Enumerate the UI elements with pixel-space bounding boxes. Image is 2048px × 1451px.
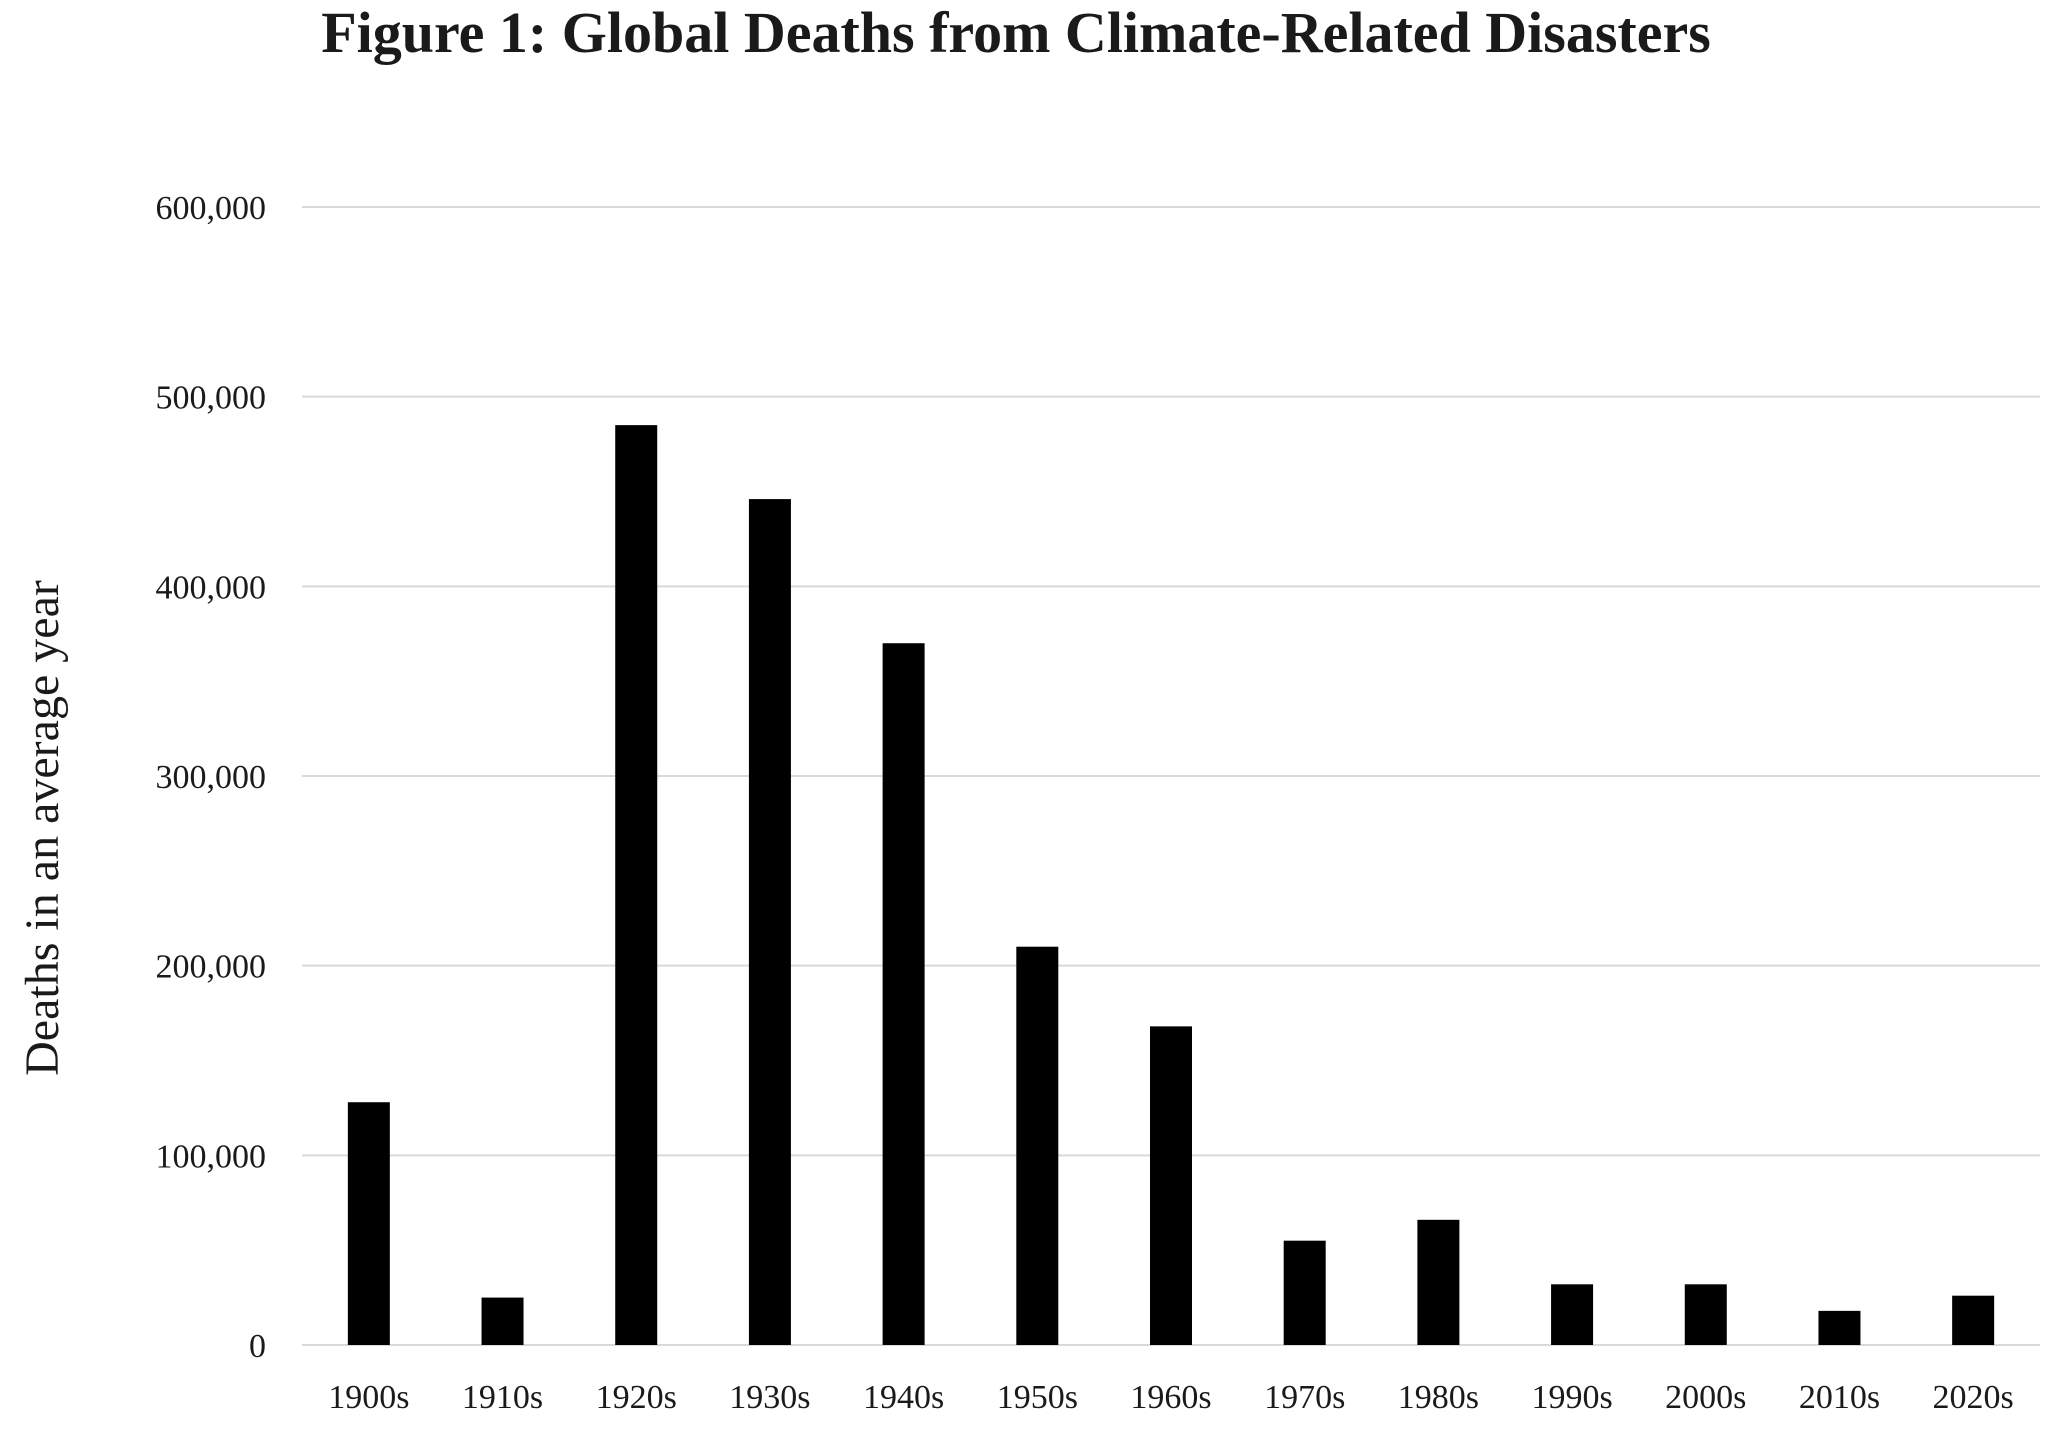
bar-1900s [347,1102,390,1345]
x-tick-label: 2010s [1799,1379,1880,1416]
x-tick-label: 1980s [1398,1379,1479,1416]
x-tick-label: 1990s [1531,1379,1612,1416]
bar-1980s [1417,1219,1460,1345]
bar-1950s [1016,946,1059,1345]
x-tick-label: 1960s [1130,1379,1211,1416]
bar-1940s [882,643,925,1345]
y-tick-label: 0 [249,1328,266,1365]
bar-2010s [1818,1310,1861,1345]
y-tick-label: 300,000 [156,759,267,796]
y-axis-ticks: 0 100,000 200,000 300,000 400,000 500,000 600,… [156,190,267,1365]
gridlines [302,206,2040,1346]
chart-title: Figure 1: Global Deaths from Climate-Rel… [321,0,1711,65]
bar-1920s [615,425,658,1345]
bar-2000s [1684,1284,1727,1345]
bar-1910s [481,1297,524,1345]
y-tick-label: 400,000 [156,569,267,606]
x-tick-label: 1940s [863,1379,944,1416]
bar-1970s [1283,1240,1326,1345]
x-tick-label: 1910s [462,1379,543,1416]
y-tick-label: 500,000 [156,380,267,417]
x-tick-label: 2020s [1933,1379,2014,1416]
y-axis-label: Deaths in an average year [16,580,69,1076]
x-axis-ticks: 1900s 1910s 1920s 1930s 1940s 1950s 1960s 1970s… [328,1379,2014,1416]
bar-1990s [1551,1284,1594,1345]
x-tick-label: 1900s [328,1379,409,1416]
x-tick-label: 1930s [729,1379,810,1416]
bar-2020s [1952,1295,1995,1345]
x-tick-label: 1950s [997,1379,1078,1416]
y-tick-label: 600,000 [156,190,267,227]
x-tick-label: 1970s [1264,1379,1345,1416]
y-tick-label: 200,000 [156,949,267,986]
y-tick-label: 100,000 [156,1138,267,1175]
bars [347,425,1995,1345]
bar-1930s [748,499,791,1345]
x-tick-label: 2000s [1665,1379,1746,1416]
bar-1960s [1150,1026,1192,1345]
x-tick-label: 1920s [596,1379,677,1416]
